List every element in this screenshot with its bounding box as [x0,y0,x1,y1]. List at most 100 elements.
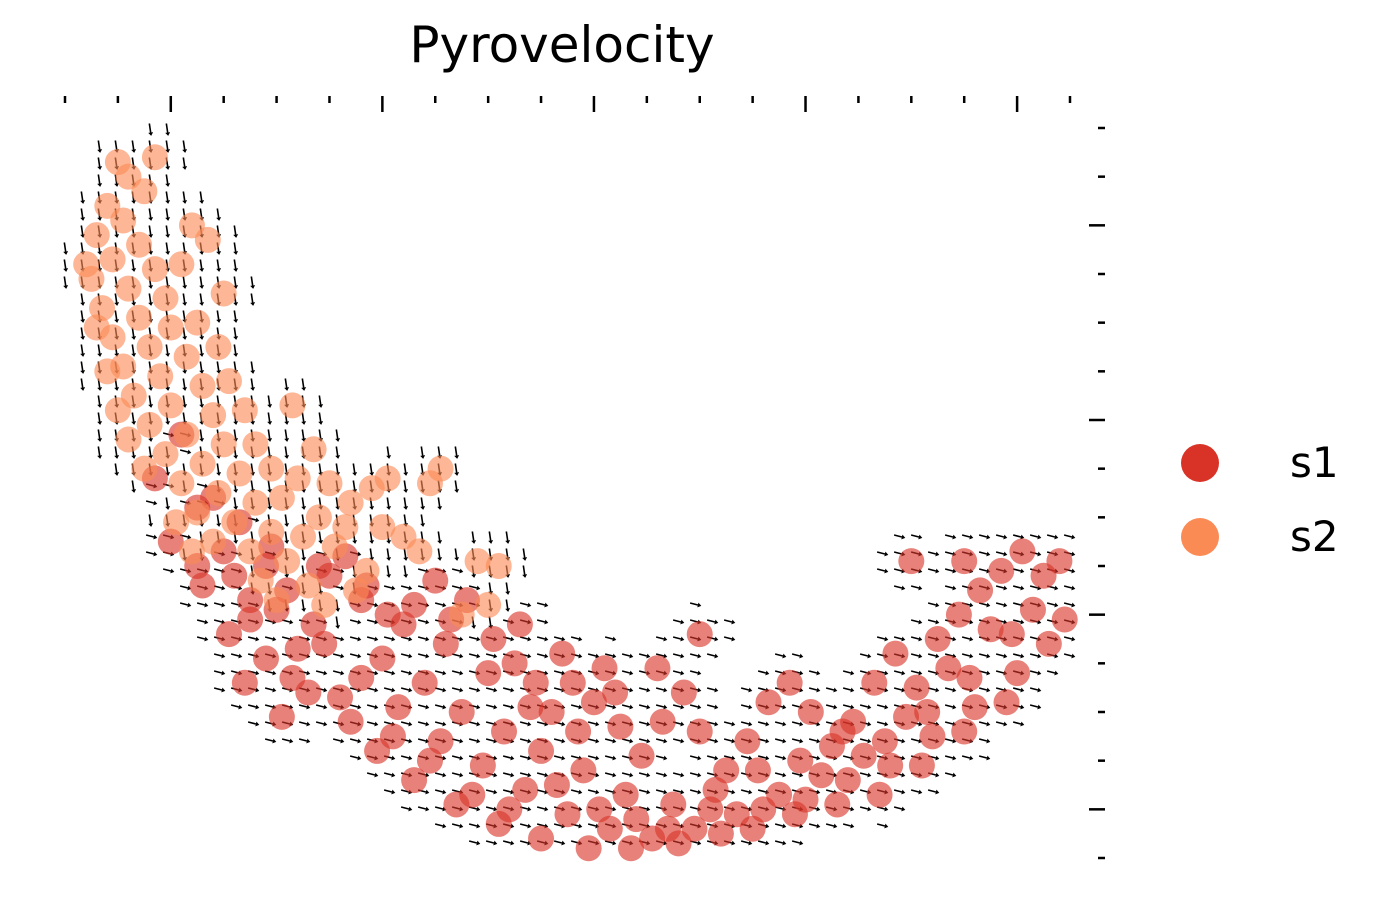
velocity-arrow [369,531,373,541]
velocity-arrowhead [182,166,188,170]
velocity-arrowhead [476,823,481,829]
velocity-arrowhead [714,687,719,693]
point-s1 [432,630,459,657]
velocity-arrowhead [867,772,872,778]
velocity-arrowhead [238,704,243,710]
velocity-arrow [400,687,410,691]
velocity-arrowhead [1003,602,1008,608]
point-s2 [178,538,205,565]
velocity-arrowhead [165,183,171,187]
velocity-arrow [437,531,441,541]
velocity-arrowhead [80,336,86,340]
velocity-arrow [910,670,920,674]
point-s2 [194,226,221,253]
velocity-arrow [536,653,546,657]
velocity-arrow [182,412,186,422]
velocity-arrowhead [63,251,69,255]
point-s1 [850,742,877,769]
velocity-arrow [233,429,237,439]
velocity-arrowhead [918,585,923,591]
velocity-arrowhead [765,755,770,761]
velocity-arrowhead [153,534,158,540]
velocity-arrow [505,599,509,609]
velocity-arrow [825,704,835,708]
velocity-arrowhead [1037,670,1042,676]
velocity-arrowhead [867,738,872,744]
point-s2 [337,489,364,516]
velocity-arrow [216,514,220,524]
velocity-arrowhead [250,370,256,374]
velocity-arrow [298,704,308,708]
velocity-arrowhead [493,789,498,795]
velocity-arrow [519,721,529,725]
velocity-arrow [383,670,393,674]
velocity-arrowhead [97,455,103,459]
velocity-arrowhead [284,455,290,459]
velocity-arrowhead [80,217,86,221]
velocity-arrow [403,497,407,507]
point-s2 [279,392,306,419]
velocity-arrow [519,636,529,640]
velocity-arrowhead [816,670,821,676]
velocity-arrow [570,636,580,640]
velocity-arrow [757,687,767,691]
velocity-arrowhead [901,772,906,778]
point-s1 [612,781,639,808]
velocity-arrowhead [612,704,617,710]
velocity-arrow [213,619,223,623]
velocity-arrow [876,721,886,725]
point-s1 [956,664,983,691]
velocity-arrowhead [420,455,426,459]
velocity-arrowhead [187,534,192,540]
velocity-arrow [284,429,288,439]
velocity-arrowhead [646,772,651,778]
velocity-arrowhead [199,251,205,255]
velocity-arrowhead [1003,534,1008,540]
velocity-arrowhead [80,319,86,323]
point-s1 [411,669,438,696]
point-s1 [401,767,428,794]
velocity-arrow [706,653,716,657]
velocity-arrow [655,636,665,640]
velocity-arrow [1012,602,1022,606]
velocity-arrowhead [369,472,375,476]
velocity-arrow [502,772,512,776]
velocity-arrowhead [884,823,889,829]
velocity-arrowhead [935,687,940,693]
velocity-arrowhead [442,602,447,608]
velocity-arrow [842,823,852,827]
velocity-arrow [927,551,937,555]
velocity-arrow [349,704,359,708]
velocity-arrowhead [731,840,736,846]
velocity-arrow [165,225,169,235]
velocity-arrow [434,670,444,674]
velocity-arrowhead [301,557,307,561]
velocity-arrow [604,738,614,742]
point-s1 [707,820,734,847]
velocity-arrow [1046,534,1056,538]
point-s2 [247,567,274,594]
velocity-arrowhead [233,506,239,510]
velocity-arrowhead [595,755,600,761]
velocity-arrow [284,446,288,456]
velocity-arrow [114,293,118,303]
velocity-arrow [213,602,223,606]
point-s1 [702,776,729,803]
point-s1 [924,626,951,652]
point-s1 [882,640,909,667]
point-s2 [99,246,126,273]
velocity-arrowhead [561,721,566,727]
velocity-arrow [335,446,339,456]
velocity-arrow [63,242,67,252]
velocity-arrow [995,551,1005,555]
velocity-arrowhead [765,670,770,676]
velocity-arrowhead [782,721,787,727]
velocity-arrowhead [952,687,957,693]
point-s2 [147,363,174,390]
point-s1 [1035,630,1062,657]
legend-label-s1: s1 [1290,438,1339,487]
velocity-arrowhead [969,755,974,761]
velocity-arrow [672,704,682,708]
velocity-arrow [488,548,492,558]
velocity-arrowhead [629,704,634,710]
